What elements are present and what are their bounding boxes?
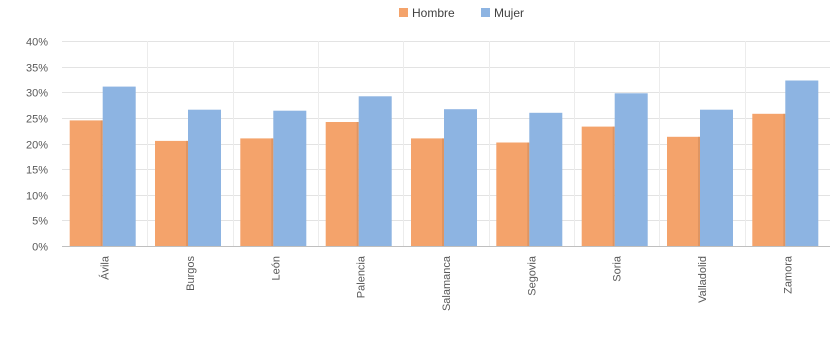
x-axis-tick-labels: Ávila Burgos León Palencia Salamanca Segovia S… [99,255,795,311]
bar-shadow [783,113,786,246]
bar-shadow [612,126,615,246]
bar-shadow [356,122,359,246]
bar-shadow [271,138,274,246]
x-tick-label: Soria [612,255,624,282]
hombre-bar [69,120,103,246]
legend: Hombre Mujer [399,6,524,20]
y-tick-label: 40% [26,37,48,49]
mujer-bar [273,110,307,246]
x-tick-label: León [270,256,282,280]
mujer-bar [188,109,221,246]
x-tick-label: Segovia [526,255,538,296]
hombre-bar [240,138,274,246]
bars [69,80,819,247]
x-tick-label: Valladolid [697,256,709,303]
legend-swatch [399,8,408,17]
bar-shadow [527,142,530,246]
x-tick-label: Zamora [782,255,794,294]
legend-label: Hombre [412,6,455,20]
y-tick-label: 20% [26,140,48,152]
bar-shadow [698,136,700,246]
hombre-bar [667,136,700,246]
y-tick-label: 0% [32,242,48,254]
mujer-bar [700,109,733,246]
hombre-bar [411,138,444,246]
hombre-bar [155,140,188,246]
y-tick-label: 5% [32,216,48,228]
mujer-bar [785,80,819,246]
x-tick-label: Burgos [185,256,197,291]
hombre-bar [752,113,786,246]
y-axis-tick-labels: 0% 5% 10% 15% 20% 25% 30% 35% 40% [26,37,48,254]
bar-shadow [186,140,188,246]
mujer-bar [444,109,477,246]
y-tick-label: 35% [26,63,48,75]
mujer-bar [102,86,136,246]
mujer-bar [614,93,648,246]
legend-swatch [481,8,490,17]
mujer-bar [358,96,392,246]
y-tick-label: 30% [26,88,48,100]
mujer-bar [529,112,563,247]
bar-shadow [100,120,103,246]
hombre-bar [581,126,615,246]
legend-label: Mujer [494,6,524,20]
hombre-bar [496,142,530,246]
y-tick-label: 10% [26,191,48,203]
y-tick-label: 15% [26,165,48,177]
bar-shadow [442,138,444,246]
hombre-bar [325,122,359,246]
x-tick-label: Palencia [356,255,368,298]
x-tick-label: Ávila [99,255,112,280]
x-tick-label: Salamanca [441,255,453,311]
y-tick-label: 25% [26,114,48,126]
